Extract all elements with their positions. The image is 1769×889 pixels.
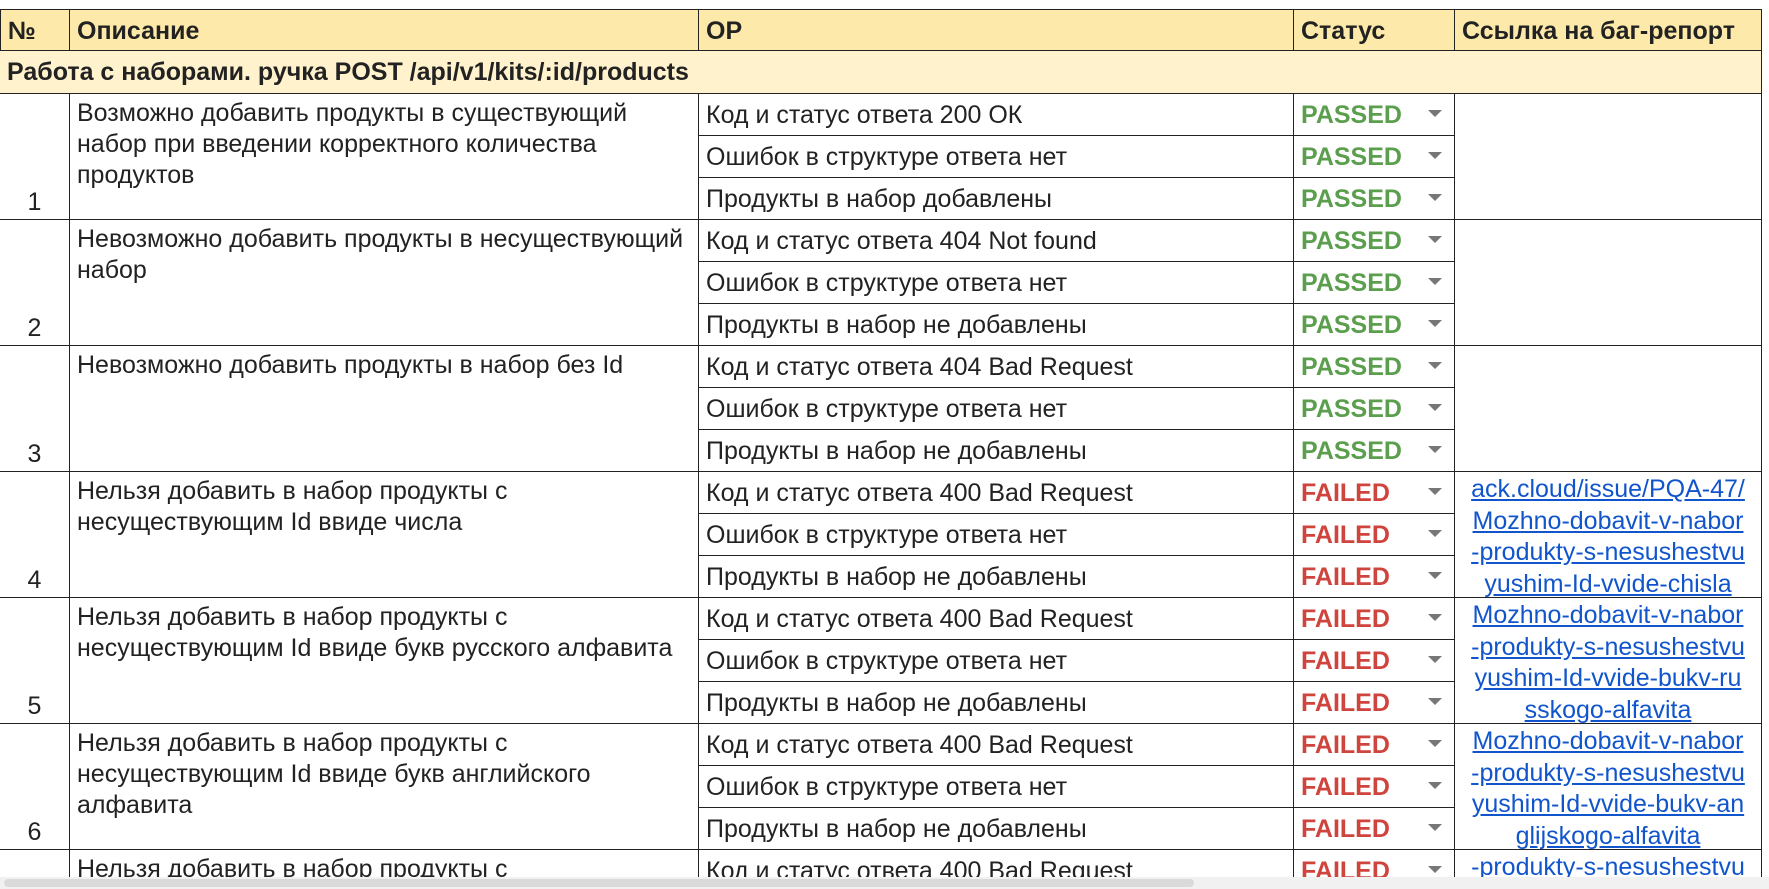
expected-result: Продукты в набор не добавлены — [699, 304, 1294, 346]
bug-link[interactable]: glijskogo-alfavita — [1515, 821, 1701, 850]
bug-link[interactable]: -produkty-s-nesushestvu — [1471, 853, 1745, 877]
scroll-thumb[interactable] — [4, 879, 1194, 887]
bug-link[interactable]: -produkty-s-nesushestvu — [1471, 632, 1745, 661]
status-dropdown[interactable]: FAILED — [1294, 850, 1455, 877]
status-dropdown[interactable]: FAILED — [1294, 808, 1455, 850]
column-header: № — [0, 9, 70, 51]
row-number: 6 — [0, 724, 70, 850]
description: Нельзя добавить в набор продукты с несущ… — [70, 724, 699, 850]
status-dropdown[interactable]: FAILED — [1294, 640, 1455, 682]
expected-result: Код и статус ответа 404 Bad Request — [699, 346, 1294, 388]
expected-result: Код и статус ответа 400 Bad Request — [699, 598, 1294, 640]
description: Нельзя добавить в набор продукты с несущ… — [70, 598, 699, 724]
bug-link-cell: ack.cloud/issue/PQA-47/Mozhno-dobavit-v-… — [1455, 472, 1762, 598]
expected-result: Продукты в набор не добавлены — [699, 556, 1294, 598]
row-number: 2 — [0, 220, 70, 346]
section-header: Работа с наборами. ручка POST /api/v1/ki… — [0, 51, 1762, 94]
expected-result: Ошибок в структуре ответа нет — [699, 514, 1294, 556]
description: Невозможно добавить продукты в набор без… — [70, 346, 699, 472]
status-dropdown[interactable]: PASSED — [1294, 304, 1455, 346]
bug-link[interactable]: yushim-Id-vvide-bukv-ru — [1474, 664, 1742, 692]
status-dropdown[interactable]: PASSED — [1294, 346, 1455, 388]
status-dropdown[interactable]: FAILED — [1294, 472, 1455, 514]
bug-link[interactable]: -produkty-s-nesushestvu — [1471, 538, 1745, 566]
bug-link-cell: Mozhno-dobavit-v-nabor -produkty-s-nesush… — [1455, 724, 1762, 850]
status-dropdown[interactable]: FAILED — [1294, 514, 1455, 556]
expected-result: Продукты в набор не добавлены — [699, 430, 1294, 472]
expected-result: Код и статус ответа 400 Bad Request — [699, 724, 1294, 766]
column-header: ОР — [699, 9, 1294, 51]
expected-result: Продукты в набор не добавлены — [699, 682, 1294, 724]
column-header: Описание — [70, 9, 699, 51]
status-dropdown[interactable]: PASSED — [1294, 388, 1455, 430]
status-dropdown[interactable]: PASSED — [1294, 136, 1455, 178]
bug-link-cell: Mozhno-dobavit-v-nabor -produkty-s-nesush… — [1455, 598, 1762, 724]
expected-result: Код и статус ответа 200 ОК — [699, 94, 1294, 136]
bug-link[interactable]: yushim-Id-vvide-chisla — [1484, 569, 1732, 598]
description: Нельзя добавить в набор продукты с — [70, 850, 699, 877]
status-dropdown[interactable]: FAILED — [1294, 724, 1455, 766]
expected-result: Продукты в набор не добавлены — [699, 808, 1294, 850]
status-dropdown[interactable]: PASSED — [1294, 178, 1455, 220]
row-number: 3 — [0, 346, 70, 472]
expected-result: Код и статус ответа 404 Not found — [699, 220, 1294, 262]
status-dropdown[interactable]: PASSED — [1294, 220, 1455, 262]
expected-result: Ошибок в структуре ответа нет — [699, 388, 1294, 430]
bug-link[interactable]: -produkty-s-nesushestvu — [1471, 758, 1745, 787]
bug-link[interactable]: yushim-Id-vvide-bukv-an — [1471, 790, 1745, 818]
status-dropdown[interactable]: PASSED — [1294, 94, 1455, 136]
expected-result: Ошибок в структуре ответа нет — [699, 640, 1294, 682]
row-number: 5 — [0, 598, 70, 724]
horizontal-scrollbar[interactable] — [0, 877, 1769, 889]
status-dropdown[interactable]: FAILED — [1294, 682, 1455, 724]
bug-link[interactable]: Mozhno-dobavit-v-nabor — [1472, 727, 1744, 755]
bug-link[interactable]: Mozhno-dobavit-v-nabor — [1472, 506, 1744, 535]
status-dropdown[interactable]: FAILED — [1294, 598, 1455, 640]
status-dropdown[interactable]: PASSED — [1294, 430, 1455, 472]
expected-result: Продукты в набор добавлены — [699, 178, 1294, 220]
column-header: Статус — [1294, 9, 1455, 51]
status-dropdown[interactable]: FAILED — [1294, 766, 1455, 808]
expected-result: Ошибок в структуре ответа нет — [699, 262, 1294, 304]
expected-result: Код и статус ответа 400 Bad Request — [699, 472, 1294, 514]
row-number — [0, 850, 70, 877]
description: Нельзя добавить в набор продукты с несущ… — [70, 472, 699, 598]
expected-result: Ошибок в структуре ответа нет — [699, 766, 1294, 808]
bug-link[interactable]: sskogo-alfavita — [1524, 695, 1692, 724]
status-dropdown[interactable]: FAILED — [1294, 556, 1455, 598]
bug-link-cell — [1455, 220, 1762, 346]
description: Возможно добавить продукты в существующи… — [70, 94, 699, 220]
expected-result: Код и статус ответа 400 Bad Request — [699, 850, 1294, 877]
bug-link-cell — [1455, 94, 1762, 220]
bug-link-cell — [1455, 346, 1762, 472]
status-dropdown[interactable]: PASSED — [1294, 262, 1455, 304]
column-header: Ссылка на баг-репорт — [1455, 9, 1762, 51]
bug-link[interactable]: ack.cloud/issue/PQA-47/ — [1471, 475, 1745, 503]
expected-result: Ошибок в структуре ответа нет — [699, 136, 1294, 178]
bug-link-cell: -produkty-s-nesushestvu — [1455, 850, 1762, 877]
description: Невозможно добавить продукты в несуществ… — [70, 220, 699, 346]
bug-link[interactable]: Mozhno-dobavit-v-nabor — [1472, 601, 1744, 629]
row-number: 1 — [0, 94, 70, 220]
row-number: 4 — [0, 472, 70, 598]
